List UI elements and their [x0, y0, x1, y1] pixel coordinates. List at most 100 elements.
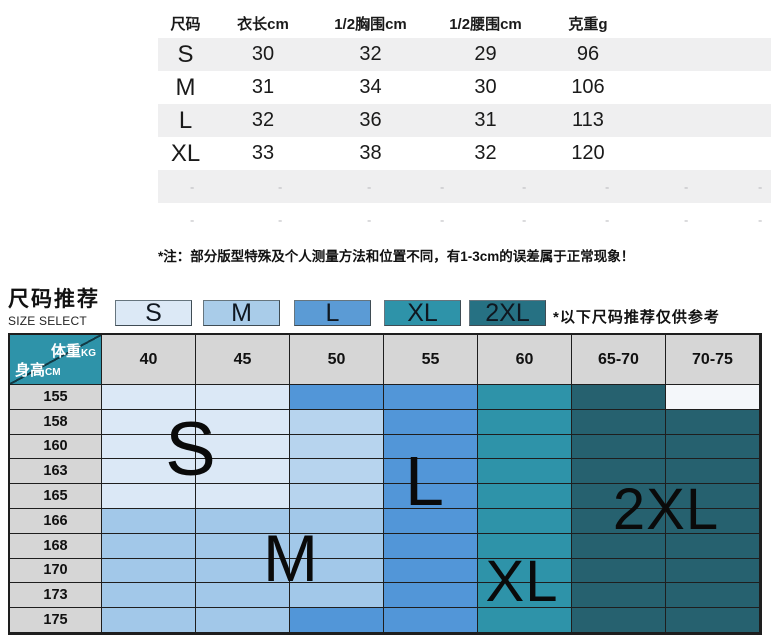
size-cell-l [384, 583, 478, 609]
dash-mark: - [684, 179, 689, 194]
size-value: 30 [251, 43, 275, 65]
column-header: 克重g [568, 15, 608, 33]
empty-row: -------- [158, 203, 771, 236]
size-cell-s [102, 434, 196, 460]
legend-swatch-s: S [115, 300, 192, 326]
size-cell-x2 [572, 533, 666, 559]
weight-column-header: 70-75 [666, 335, 760, 385]
size-value: 31 [474, 109, 497, 131]
size-value: 32 [359, 43, 382, 65]
size-cell-x2 [572, 434, 666, 460]
column-header: 1/2胸围cm [334, 15, 407, 33]
empty-row: -------- [158, 170, 771, 203]
size-cell-s [102, 409, 196, 435]
size-value: 120 [571, 142, 605, 164]
size-cell-x2 [666, 608, 760, 633]
size-value: 96 [576, 43, 600, 65]
size-cell-l [384, 409, 478, 435]
size-cell-x2 [572, 583, 666, 609]
size-cell-xl [478, 385, 572, 410]
size-cell-m [290, 533, 384, 559]
size-cell-s [102, 459, 196, 485]
size-cell-m [102, 608, 196, 633]
size-value: 38 [359, 142, 382, 164]
legend-swatch-2xl: 2XL [469, 300, 546, 326]
size-cell-x2 [572, 385, 666, 410]
legend-swatch-m: M [203, 300, 280, 326]
size-label: L [178, 106, 193, 134]
size-cell-m [102, 558, 196, 584]
dash-mark: - [190, 212, 195, 227]
size-cell-x2 [666, 558, 760, 584]
size-cell-m [102, 508, 196, 534]
dash-mark: - [605, 212, 610, 227]
dash-mark: - [758, 212, 763, 227]
size-recommendation-grid: 体重KG 身高CM 40 45 50 55 60 65-70 70-75 155 158 160 163… [8, 333, 762, 635]
height-row-header: 158 [10, 409, 102, 435]
dash-mark: - [367, 179, 372, 194]
size-value: 34 [359, 76, 382, 98]
measurement-table-header: 尺码 衣长cm 1/2胸围cm 1/2腰围cm 克重g [158, 8, 771, 38]
dash-mark: - [190, 179, 195, 194]
size-cell-m [196, 583, 290, 609]
height-row-header: 165 [10, 484, 102, 509]
size-cell-xl [478, 558, 572, 584]
dash-mark: - [758, 179, 763, 194]
size-cell-m [196, 508, 290, 534]
size-cell-s [196, 385, 290, 410]
size-cell-m [102, 583, 196, 609]
size-cell-s [196, 434, 290, 460]
size-cell-m [290, 583, 384, 609]
region-label-l: L [405, 442, 445, 520]
size-label: XL [170, 139, 201, 167]
measurement-table: 尺码 衣长cm 1/2胸围cm 1/2腰围cm 克重g S 30 32 29 96 M 31 34 30… [158, 8, 771, 265]
weight-axis-label: 体重KG [50, 343, 96, 360]
size-value: 36 [359, 109, 382, 131]
measurement-table-body: S 30 32 29 96 M 31 34 30 106 L 32 36 31 113 XL 33 38 32 120… [158, 38, 771, 236]
size-row: XL 33 38 32 120 [158, 137, 771, 170]
weight-column-header: 45 [196, 335, 290, 385]
height-row-header: 166 [10, 508, 102, 534]
size-cell-x2 [572, 459, 666, 485]
dash-mark: - [522, 212, 527, 227]
section-subtitle: SIZE SELECT [8, 314, 87, 328]
size-value: 113 [572, 109, 604, 131]
size-value: 29 [474, 43, 497, 65]
size-cell-l [384, 608, 478, 633]
height-axis-label: 身高CM [15, 362, 61, 379]
size-value: 31 [251, 76, 275, 98]
size-cell-xl [478, 409, 572, 435]
size-cell-x2 [572, 484, 666, 509]
size-cell-m [196, 558, 290, 584]
dash-mark: - [522, 179, 527, 194]
size-cell-l [290, 385, 384, 410]
size-select-title-block: 尺码推荐 SIZE SELECT [8, 283, 100, 328]
size-cell-l [384, 484, 478, 509]
height-row-header: 163 [10, 459, 102, 485]
size-cell-xl [478, 608, 572, 633]
weight-column-header: 60 [478, 335, 572, 385]
column-header: 尺码 [170, 15, 201, 33]
size-cell-xl [478, 484, 572, 509]
grid-corner-cell: 体重KG 身高CM [10, 335, 102, 385]
legend-swatch-l: L [294, 300, 371, 326]
size-cell-m [196, 608, 290, 633]
dash-mark: - [440, 212, 445, 227]
size-cell-xl [478, 459, 572, 485]
dash-mark: - [684, 212, 689, 227]
size-cell-s [196, 459, 290, 485]
weight-column-header: 65-70 [572, 335, 666, 385]
size-cell-m [196, 533, 290, 559]
size-cell-xl [478, 583, 572, 609]
size-cell-x2 [666, 459, 760, 485]
column-header: 衣长cm [237, 15, 289, 33]
size-value: 32 [474, 142, 497, 164]
weight-column-header: 50 [290, 335, 384, 385]
size-cell-l [384, 434, 478, 460]
size-row: S 30 32 29 96 [158, 38, 771, 71]
legend-note: *以下尺码推荐仅供参考 [553, 309, 720, 326]
size-cell-x2 [666, 434, 760, 460]
size-row: L 32 36 31 113 [158, 104, 771, 137]
height-row-header: 168 [10, 533, 102, 559]
dash-mark: - [278, 212, 283, 227]
